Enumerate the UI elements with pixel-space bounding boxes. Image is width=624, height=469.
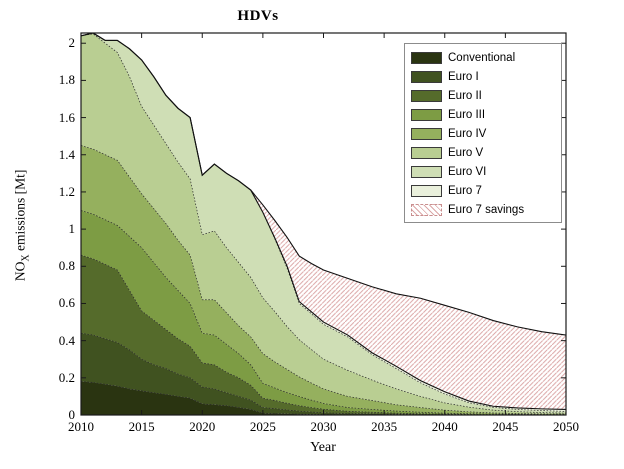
chart-title: HDVs (237, 8, 279, 24)
x-tick-2050: 2050 (553, 419, 579, 434)
x-tick-2030: 2030 (310, 419, 337, 434)
legend-swatch (411, 89, 442, 102)
area-conventional (81, 381, 566, 415)
y-axis-label: NOX emissions [Mt] (12, 169, 32, 282)
legend-label: Euro IV (448, 127, 487, 140)
legend-label: Euro 7 (448, 184, 482, 197)
legend-item-euro-vi: Euro VI (411, 162, 561, 181)
legend-item-euro-iii: Euro III (411, 105, 561, 124)
legend-item-euro-7: Euro 7 (411, 181, 561, 200)
legend-swatch (411, 70, 442, 83)
y-tick-0.4: 0.4 (58, 332, 75, 348)
y-tick-0.2: 0.2 (58, 369, 75, 385)
legend-item-euro-i: Euro I (411, 67, 561, 86)
area-euro-iv (81, 145, 566, 415)
legend-swatch (411, 51, 442, 64)
legend-swatch (411, 146, 442, 159)
y-tick-1.6: 1.6 (58, 109, 75, 125)
legend-label: Conventional (448, 51, 516, 64)
y-tick-1: 1 (68, 221, 76, 237)
x-tick-2025: 2025 (249, 419, 276, 434)
axes (80, 32, 567, 416)
y-tick-1.2: 1.2 (58, 183, 75, 199)
y-tick-0.6: 0.6 (58, 295, 75, 311)
legend-swatch (411, 165, 442, 178)
area-euro-v (81, 33, 566, 415)
legend-item-euro-ii: Euro II (411, 86, 561, 105)
legend-label: Euro I (448, 70, 479, 83)
x-tick-2040: 2040 (431, 419, 458, 434)
area-euro-iii (81, 210, 566, 415)
legend-swatch (411, 184, 442, 197)
area-euro-ii (81, 255, 566, 415)
legend-item-euro-v: Euro V (411, 143, 561, 162)
y-tick-2: 2 (68, 35, 76, 51)
legend-label: Euro III (448, 108, 486, 121)
area-euro-i (81, 333, 566, 415)
legend-swatch (411, 127, 442, 140)
legend-label: Euro VI (448, 165, 487, 178)
x-tick-2045: 2045 (492, 419, 519, 434)
area-euro-vi (81, 33, 566, 414)
x-tick-2035: 2035 (371, 419, 398, 434)
legend-label: Euro V (448, 146, 484, 159)
x-tick-2010: 2010 (68, 419, 94, 434)
legend-label: Euro 7 savings (448, 203, 525, 216)
legend-box: Conventional Euro I Euro II Euro III Euro IV… (404, 43, 562, 223)
legend-swatch-hatched (411, 203, 442, 216)
x-axis-label: Year (310, 440, 336, 455)
y-tick-1.4: 1.4 (58, 146, 75, 162)
y-tick-1.8: 1.8 (58, 72, 75, 88)
baseline-without-euro7-line (81, 33, 566, 336)
stacked-areas (81, 33, 566, 415)
y-tick-0.8: 0.8 (58, 258, 75, 274)
legend-item-euro-7-savings: Euro 7 savings (411, 200, 561, 219)
area-euro-7-savings (250, 190, 566, 410)
boundary-euro-v (81, 33, 566, 414)
boundary-conventional (81, 381, 566, 415)
legend-item-euro-iv: Euro IV (411, 124, 561, 143)
y-tick-0: 0 (68, 407, 76, 422)
legend-label: Euro II (448, 89, 482, 102)
legend-swatch (411, 108, 442, 121)
x-tick-2015: 2015 (128, 419, 155, 434)
legend-item-conventional: Conventional (411, 48, 561, 67)
x-tick-2020: 2020 (189, 419, 216, 434)
